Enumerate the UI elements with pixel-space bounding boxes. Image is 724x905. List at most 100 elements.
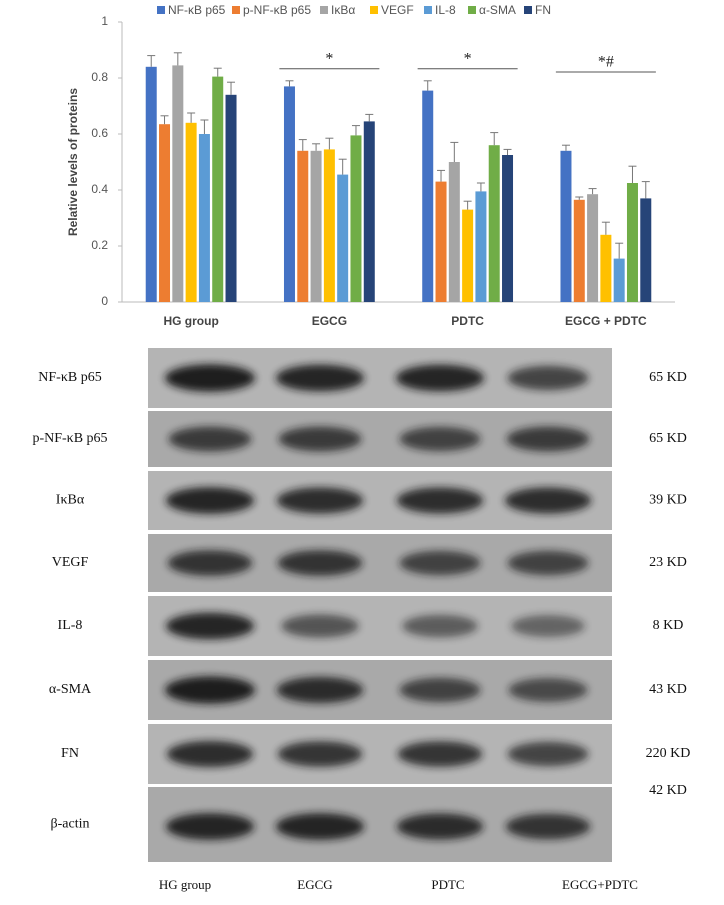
- error-bar: [200, 119, 209, 134]
- y-tick-label: 0: [101, 294, 108, 308]
- bar: [613, 258, 625, 302]
- error-bar: [365, 113, 374, 122]
- size-label: 39 KD: [649, 493, 687, 508]
- size-label: 65 KD: [649, 431, 687, 446]
- blot-band: [507, 550, 589, 576]
- error-bar: [641, 181, 650, 199]
- lane-label: EGCG: [297, 877, 332, 892]
- error-bar: [285, 80, 294, 87]
- error-bar: [588, 188, 597, 195]
- x-tick-label: EGCG + PDTC: [565, 314, 647, 328]
- legend-label: FN: [535, 3, 551, 17]
- bar: [502, 155, 514, 302]
- size-label: 43 KD: [649, 682, 687, 697]
- blot-band: [166, 740, 254, 768]
- row-label: FN: [61, 746, 79, 761]
- error-bar: [312, 143, 321, 151]
- blot-band: [508, 678, 588, 702]
- error-bar: [503, 148, 512, 155]
- error-bar: [351, 125, 360, 136]
- error-bar: [450, 141, 459, 162]
- lane-label: HG group: [159, 877, 211, 892]
- error-bar: [476, 182, 485, 192]
- row-label: β-actin: [51, 817, 90, 832]
- error-bar: [298, 139, 307, 151]
- y-axis-label: Relative levels of proteins: [66, 88, 80, 236]
- blot-band: [397, 741, 483, 767]
- legend-swatch: [468, 6, 476, 14]
- bar: [323, 149, 335, 302]
- row-label: α-SMA: [49, 682, 92, 697]
- blot-band: [507, 741, 589, 767]
- legend-label: IκBα: [331, 3, 355, 17]
- y-tick-label: 0.4: [91, 182, 108, 196]
- blot-band: [396, 813, 484, 840]
- blot-band: [165, 813, 255, 840]
- blot-band: [276, 487, 364, 514]
- bar: [297, 150, 309, 302]
- bar: [363, 121, 375, 303]
- y-tick-label: 0.2: [91, 238, 108, 252]
- error-bar: [437, 169, 446, 182]
- bar: [198, 134, 210, 302]
- error-bar: [490, 132, 499, 146]
- blot-band: [275, 364, 365, 392]
- error-bar: [173, 52, 182, 66]
- legend-swatch: [320, 6, 328, 14]
- blot-band: [276, 676, 364, 704]
- blot-band: [402, 614, 478, 638]
- legend-label: NF-κB p65: [168, 3, 226, 17]
- bar: [475, 191, 487, 302]
- bar: [600, 234, 612, 302]
- bar: [212, 76, 224, 302]
- y-tick-label: 0.8: [91, 70, 108, 84]
- legend-label: p-NF-κB p65: [243, 3, 311, 17]
- error-bar: [147, 55, 156, 67]
- bar: [422, 90, 434, 302]
- error-bar: [227, 81, 236, 95]
- blot-band: [167, 550, 253, 576]
- blot-band: [396, 487, 484, 514]
- legend-label: IL-8: [435, 3, 456, 17]
- error-bar: [338, 158, 347, 175]
- blot-band: [168, 426, 252, 452]
- blot-band: [275, 813, 365, 840]
- blot-band: [164, 364, 256, 392]
- size-label: 42 KD: [649, 783, 687, 798]
- bar: [448, 162, 460, 302]
- error-bar: [325, 137, 334, 150]
- bar: [172, 65, 184, 303]
- legend-swatch: [157, 6, 165, 14]
- error-bar: [615, 242, 624, 259]
- error-bar: [575, 196, 584, 200]
- blot-band: [399, 677, 481, 703]
- blot-band: [278, 426, 362, 452]
- error-bar: [561, 144, 570, 151]
- x-tick-label: HG group: [163, 314, 218, 328]
- size-label: 23 KD: [649, 555, 687, 570]
- annotation: *: [325, 50, 333, 67]
- bar: [488, 145, 500, 302]
- error-bar: [628, 165, 637, 183]
- error-bar: [463, 200, 472, 210]
- legend-swatch: [370, 6, 378, 14]
- bar: [337, 174, 349, 302]
- blot-band: [165, 487, 255, 514]
- legend-swatch: [524, 6, 532, 14]
- blot-band: [399, 550, 481, 576]
- blot-band: [165, 612, 255, 640]
- blot-band: [277, 741, 363, 767]
- x-tick-label: PDTC: [451, 314, 484, 328]
- error-bar: [601, 221, 610, 235]
- blot-band: [281, 614, 359, 638]
- blot-band: [277, 550, 363, 576]
- bar: [626, 183, 638, 302]
- bar: [159, 124, 171, 302]
- y-tick-label: 1: [101, 14, 108, 28]
- bar: [640, 198, 652, 302]
- x-tick-label: EGCG: [312, 314, 347, 328]
- bar: [225, 94, 237, 302]
- bar: [145, 66, 157, 302]
- blot-band: [399, 426, 481, 452]
